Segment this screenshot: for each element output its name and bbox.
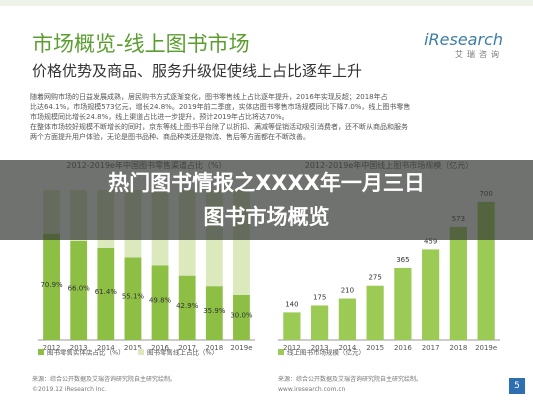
x-tick-label: 2016: [151, 344, 169, 352]
data-label: 55.1%: [122, 293, 145, 301]
body-line: 两个方面提升用户体验，无论是图书品种、商品种类还是物流、售后等方面都在不断改善。: [30, 133, 310, 141]
body-line: 市场规模同比增长24.8%，线上渠道占比进一步提升，预计2019年占比将达70%…: [30, 113, 289, 121]
data-label: 61.4%: [95, 288, 118, 296]
data-label: 42.9%: [176, 302, 199, 310]
logo-text: iResearch: [424, 30, 503, 49]
bar-segment: [233, 295, 250, 340]
top-band: [0, 0, 533, 6]
x-tick-label: 2015: [366, 344, 384, 352]
source: 来源：综合公开数据及艾瑞咨询研究院自主研究绘制。: [32, 376, 177, 383]
x-tick-label: 2018: [205, 344, 223, 352]
legend-swatch: [38, 349, 44, 355]
data-label: 365: [396, 256, 409, 264]
site: www.iresearch.com.cn: [278, 386, 346, 393]
bar-segment: [205, 286, 223, 340]
legend-swatch: [278, 349, 284, 355]
x-tick-label: 2017: [422, 344, 440, 352]
body-line: 比达64.1%，市场规模573亿元，增长24.8%。2019年前二季度，实体店图…: [30, 103, 411, 111]
bar: [311, 305, 329, 340]
x-tick-label: 2018: [449, 344, 467, 352]
x-tick-label: 2019e: [230, 344, 252, 352]
bar: [422, 249, 440, 340]
page-number: 5: [509, 378, 525, 394]
banner-line: 图书市场概览: [203, 205, 330, 229]
x-tick-label: 2013: [70, 344, 88, 352]
legend-label: 线上图书市场规模（亿元）: [287, 348, 365, 357]
body-line: 在整体市场较好规模不断增长的同时，京东等线上图书平台除了以折扣、满减等促销活动吸…: [30, 123, 408, 131]
x-tick-label: 2015: [124, 344, 142, 352]
bar: [338, 298, 356, 340]
x-tick-label: 2013: [311, 344, 329, 352]
copyright: ©2019.12 iResearch Inc.: [32, 386, 107, 393]
source: 来源：综合公开数据及艾瑞咨询研究院自主研究绘制。: [278, 376, 423, 383]
data-label: 275: [368, 274, 381, 282]
body-text: 随着网购市场的日益发展成熟，居民购书方式逐渐变化，图书零售线上占比逐年提升，20…: [30, 92, 508, 142]
x-tick-label: 2014: [97, 344, 115, 352]
data-label: 175: [313, 293, 326, 301]
x-tick-label: 2016: [394, 344, 412, 352]
body-line: 随着网购市场的日益发展成熟，居民购书方式逐渐变化，图书零售线上占比逐年提升，20…: [30, 93, 388, 101]
banner-line: 热门图书情报之XXXX年一月三日: [108, 171, 425, 195]
logo: iResearch 艾瑞咨询: [424, 30, 503, 60]
banner: 热门图书情报之XXXX年一月三日 图书市场概览: [0, 160, 533, 240]
bar-segment: [97, 247, 115, 340]
bar: [449, 226, 467, 340]
data-label: 35.9%: [203, 307, 226, 315]
x-tick-label: 2012: [283, 344, 301, 352]
data-label: 30.0%: [230, 312, 253, 320]
data-label: 66.0%: [68, 285, 91, 293]
bar-segment: [70, 241, 88, 340]
data-label: 70.9%: [40, 281, 63, 289]
bar: [394, 267, 412, 340]
legend-label: 图书零售实体店占比（%）: [47, 348, 125, 357]
x-tick-label: 2019e: [475, 344, 497, 352]
slide-subtitle: 价格优势及商品、服务升级促使线上占比逐年上升: [32, 62, 363, 80]
bar-segment: [178, 275, 196, 340]
bar: [366, 285, 384, 340]
data-label: 210: [341, 287, 354, 295]
data-label: 49.8%: [149, 297, 172, 305]
x-tick-label: 2012: [43, 344, 61, 352]
data-label: 459: [424, 237, 437, 245]
bar-segment: [124, 257, 142, 340]
x-tick-label: 2014: [338, 344, 356, 352]
slide-title: 市场概览-线上图书市场: [32, 32, 250, 56]
bar-segment: [151, 265, 169, 340]
legend-label: 图书零售线上占比（%）: [147, 348, 218, 357]
bar: [283, 312, 301, 340]
x-tick-label: 2017: [178, 344, 196, 352]
logo-cn: 艾瑞咨询: [455, 50, 503, 59]
data-label: 140: [285, 300, 298, 308]
bar-segment: [43, 233, 60, 340]
legend-swatch: [138, 349, 144, 355]
